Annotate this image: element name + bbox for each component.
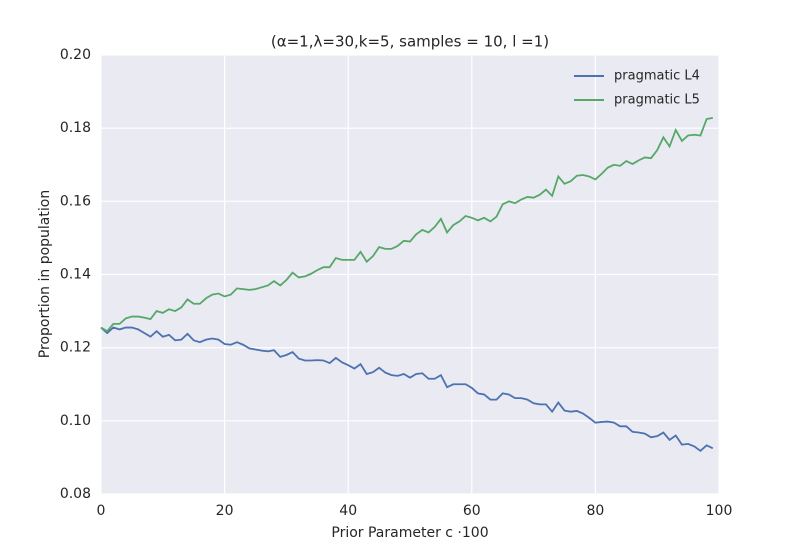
line-series: [100, 326, 714, 452]
x-tick-label: 80: [586, 503, 604, 519]
y-tick-label: 0.18: [60, 120, 91, 136]
legend-label: pragmatic L5: [614, 93, 700, 108]
x-tick-label: 0: [97, 503, 106, 519]
y-axis-label: Proportion in population: [37, 190, 53, 358]
chart-title: (α=1,λ=30,k=5, samples = 10, l =1): [271, 33, 549, 51]
y-tick-label: 0.12: [60, 340, 91, 356]
x-tick-label: 20: [216, 503, 234, 519]
line-series: [100, 117, 713, 333]
y-tick-label: 0.10: [60, 413, 91, 429]
x-tick-label: 100: [706, 503, 733, 519]
y-tick-label: 0.08: [60, 486, 91, 502]
x-axis-label: Prior Parameter c ·100: [331, 525, 488, 541]
legend-label: pragmatic L4: [614, 69, 700, 84]
y-tick-label: 0.20: [60, 47, 91, 63]
x-tick-label: 60: [463, 503, 481, 519]
x-tick-label: 40: [339, 503, 357, 519]
y-tick-label: 0.14: [60, 267, 91, 283]
y-tick-label: 0.16: [60, 193, 91, 209]
